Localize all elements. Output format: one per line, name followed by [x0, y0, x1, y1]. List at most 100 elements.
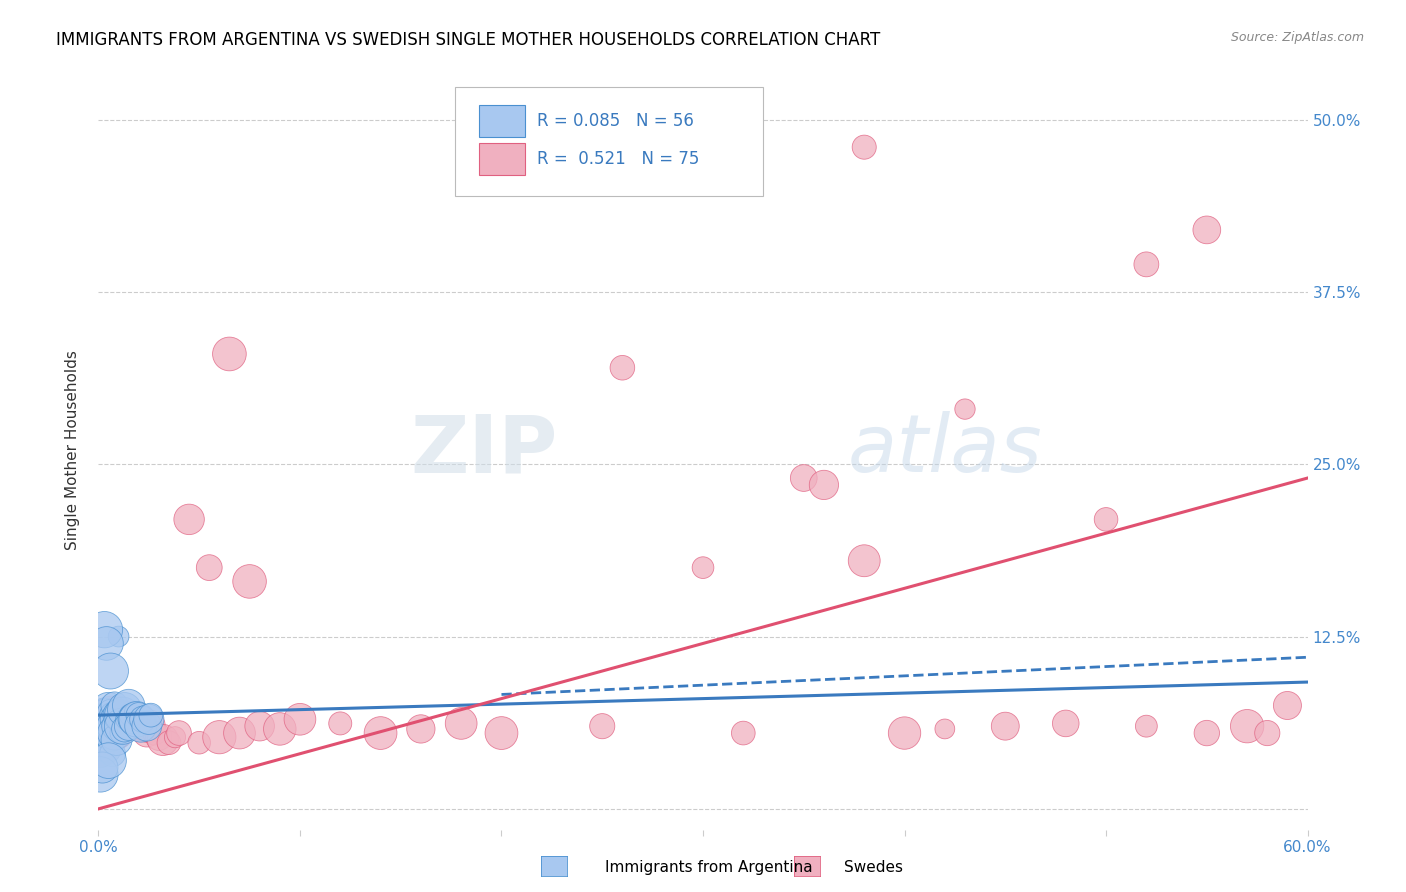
Point: [179, 512, 201, 526]
Point: [692, 560, 714, 574]
Point: [188, 736, 211, 750]
Point: [167, 726, 190, 740]
Point: [101, 719, 124, 733]
Point: [1054, 716, 1077, 731]
Point: [853, 140, 876, 154]
Point: [91, 726, 114, 740]
Point: [1135, 257, 1157, 271]
Point: [107, 708, 129, 723]
Point: [591, 719, 613, 733]
Text: IMMIGRANTS FROM ARGENTINA VS SWEDISH SINGLE MOTHER HOUSEHOLDS CORRELATION CHART: IMMIGRANTS FROM ARGENTINA VS SWEDISH SIN…: [56, 31, 880, 49]
Point: [239, 574, 262, 589]
Point: [733, 726, 755, 740]
Point: [121, 719, 143, 733]
Point: [93, 706, 115, 720]
Point: [89, 767, 111, 781]
Point: [118, 698, 141, 713]
Point: [1195, 223, 1218, 237]
Point: [96, 708, 118, 723]
Point: [163, 730, 186, 744]
Point: [138, 719, 160, 733]
Point: [91, 744, 114, 758]
Point: [135, 719, 157, 733]
Point: [893, 726, 915, 740]
Point: [100, 664, 122, 678]
Point: [89, 747, 111, 761]
Point: [1135, 719, 1157, 733]
Point: [103, 703, 125, 717]
Point: [125, 712, 148, 726]
Point: [288, 712, 311, 726]
Point: [793, 471, 815, 485]
Point: [97, 716, 120, 731]
Point: [249, 719, 271, 733]
Text: R = 0.085   N = 56: R = 0.085 N = 56: [537, 112, 695, 129]
Point: [97, 714, 120, 728]
Point: [110, 722, 132, 736]
Point: [105, 708, 128, 723]
Point: [105, 719, 128, 733]
Point: [93, 726, 115, 740]
Point: [157, 736, 180, 750]
Point: [139, 708, 162, 723]
Point: [101, 726, 124, 740]
Point: [96, 636, 118, 650]
Point: [218, 347, 240, 361]
Text: Source: ZipAtlas.com: Source: ZipAtlas.com: [1230, 31, 1364, 45]
Point: [124, 716, 146, 731]
Point: [105, 733, 128, 747]
Point: [114, 722, 136, 736]
Point: [96, 708, 118, 723]
Point: [120, 712, 142, 726]
Bar: [479, 144, 526, 175]
Point: [91, 760, 114, 774]
Point: [152, 733, 174, 747]
Point: [105, 726, 128, 740]
Point: [115, 712, 138, 726]
Point: [107, 712, 129, 726]
Point: [100, 706, 122, 720]
Point: [91, 722, 114, 736]
Point: [129, 719, 152, 733]
Point: [101, 747, 124, 761]
Point: [370, 726, 392, 740]
Point: [93, 736, 115, 750]
Point: [228, 726, 250, 740]
Point: [97, 703, 120, 717]
Point: [105, 706, 128, 720]
Text: R =  0.521   N = 75: R = 0.521 N = 75: [537, 150, 700, 168]
Point: [97, 703, 120, 717]
Point: [91, 736, 114, 750]
Point: [132, 722, 155, 736]
Point: [96, 739, 118, 754]
Point: [953, 402, 976, 417]
Point: [128, 708, 150, 723]
Point: [103, 698, 125, 713]
Point: [97, 733, 120, 747]
Point: [1095, 512, 1118, 526]
Text: atlas: atlas: [848, 411, 1043, 490]
Point: [96, 722, 118, 736]
Point: [91, 712, 114, 726]
Point: [1277, 698, 1299, 713]
Point: [329, 716, 352, 731]
Point: [111, 708, 134, 723]
Bar: [479, 105, 526, 137]
Point: [101, 708, 124, 723]
Point: [491, 726, 513, 740]
Point: [91, 712, 114, 726]
Point: [89, 739, 111, 754]
Point: [100, 730, 122, 744]
Point: [89, 719, 111, 733]
Point: [120, 708, 142, 723]
Point: [103, 712, 125, 726]
Point: [450, 716, 472, 731]
Point: [1195, 726, 1218, 740]
Point: [813, 478, 835, 492]
Text: Swedes: Swedes: [844, 860, 903, 874]
Point: [148, 730, 170, 744]
Point: [110, 708, 132, 723]
Point: [103, 722, 125, 736]
Point: [93, 722, 115, 736]
Point: [93, 706, 115, 720]
